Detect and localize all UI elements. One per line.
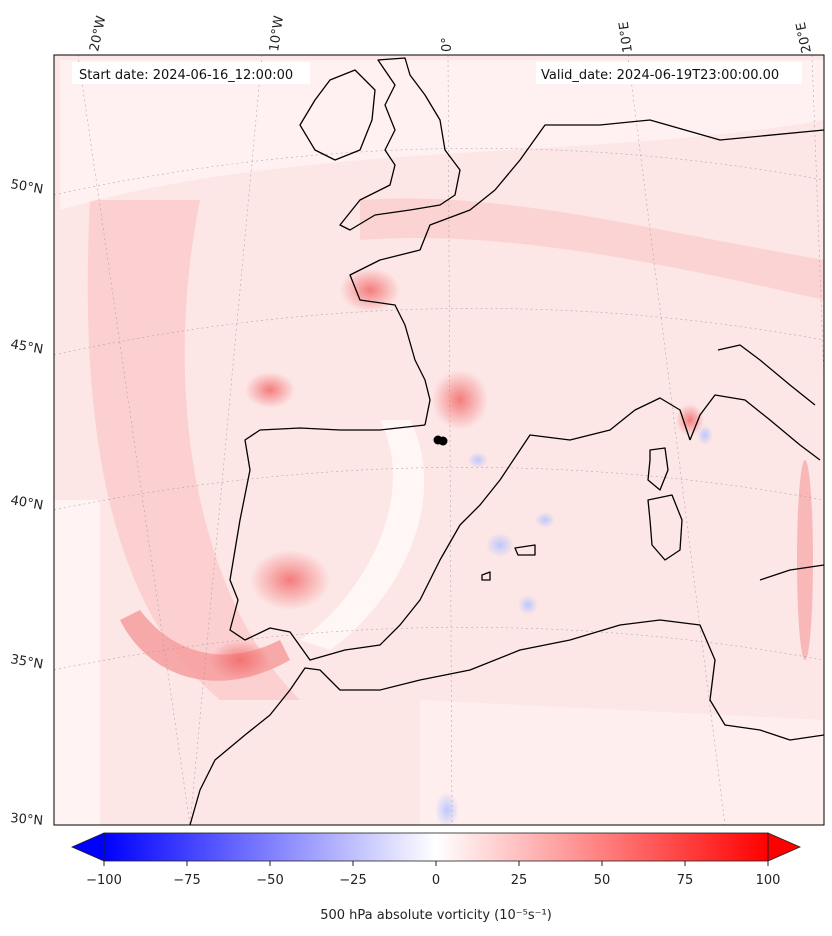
colorbar: −100 −75 −50 −25 0 25 50 75 100 500 hPa absolute…	[71, 832, 801, 923]
coast-ibiza	[481, 571, 491, 581]
colorbar-tick-label: 25	[511, 873, 528, 888]
coast-sardinia	[647, 494, 683, 561]
colorbar-gradient	[104, 833, 768, 861]
lon-label-0: 0°	[440, 37, 455, 52]
start-date-text: Start date: 2024-06-16_12:00:00	[79, 68, 293, 83]
lat-label-50n: 50°N	[9, 177, 44, 197]
colorbar-label: 500 hPa absolute vorticity (10⁻⁵s⁻¹)	[320, 908, 552, 923]
coast-italy	[689, 394, 821, 461]
coast-iberia	[229, 397, 691, 661]
lon-label-20e: 20°E	[794, 21, 815, 55]
lon-label-10w: 10°W	[267, 15, 287, 53]
lon-label-10e: 10°E	[617, 20, 636, 53]
coast-great-britain	[339, 57, 461, 231]
lon-label-20w: 20°W	[87, 14, 109, 52]
lat-label-30n: 30°N	[10, 811, 44, 829]
colorbar-ticks: −100 −75 −50 −25 0 25 50 75 100	[86, 861, 780, 888]
colorbar-tick-label: −100	[86, 873, 122, 888]
coast-adriatic	[717, 344, 816, 406]
valid-date-text: Valid_date: 2024-06-19T23:00:00.00	[541, 68, 779, 83]
coast-sicily-tunisia	[759, 564, 824, 581]
colorbar-tick-label: 0	[432, 873, 440, 888]
vorticity-field	[54, 55, 824, 825]
coast-france-north	[349, 119, 824, 426]
coast-north-africa	[189, 619, 824, 825]
colorbar-extend-min	[71, 832, 105, 862]
colorbar-tick-label: 75	[677, 873, 694, 888]
graticule	[54, 55, 824, 825]
colorbar-tick-label: −75	[173, 873, 200, 888]
latitude-labels: 50°N 45°N 40°N 35°N 30°N	[9, 177, 44, 829]
lat-label-40n: 40°N	[9, 493, 44, 513]
lat-label-45n: 45°N	[9, 337, 44, 357]
longitude-labels: 20°W 10°W 0° 10°E 20°E	[87, 14, 815, 54]
coastlines	[189, 57, 824, 825]
colorbar-tick-label: −25	[339, 873, 366, 888]
colorbar-tick-label: 50	[594, 873, 611, 888]
coast-balearics	[514, 544, 536, 556]
coast-corsica	[647, 447, 669, 491]
colorbar-tick-label: −50	[256, 873, 283, 888]
lat-label-35n: 35°N	[9, 652, 44, 672]
colorbar-tick-label: 100	[756, 873, 781, 888]
map-frame	[53, 54, 825, 826]
track-marker	[433, 435, 448, 446]
coast-ireland	[299, 69, 376, 161]
header: Start date: 2024-06-16_12:00:00 Valid_da…	[72, 62, 802, 84]
colorbar-extend-max	[767, 832, 801, 862]
